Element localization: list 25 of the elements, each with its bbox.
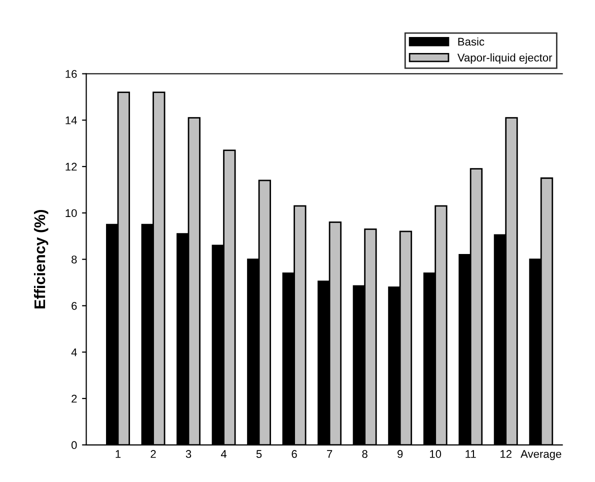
x-tick-label: 4	[220, 450, 227, 458]
x-tick-label: Average	[520, 450, 562, 460]
x-tick-label: 9	[398, 450, 403, 458]
y-tick-label: 0	[72, 441, 77, 450]
x-tick-label: 3	[186, 450, 192, 458]
y-axis-title: Efficiency (%)	[34, 210, 48, 308]
y-tick-label: 12	[66, 162, 77, 171]
x-tick-label: 8	[362, 450, 368, 458]
y-tick-label: 10	[66, 209, 77, 218]
y-tick-label: 14	[66, 116, 77, 124]
x-tick-label: 12	[500, 450, 512, 458]
x-tick-label: 1	[116, 450, 121, 458]
x-tick-label: 6	[292, 450, 297, 458]
y-tick-label: 6	[72, 302, 77, 310]
y-tick-label: 8	[72, 256, 77, 264]
y-tick-label: 16	[66, 70, 77, 78]
legend-label: Basic	[458, 37, 484, 46]
x-tick-label: 11	[466, 450, 476, 458]
x-tick-label: 5	[256, 450, 262, 458]
y-tick-label: 2	[72, 394, 77, 403]
x-tick-label: 2	[150, 450, 156, 458]
x-tick-label: 7	[327, 450, 332, 458]
legend-label: Vapor-liquid ejector	[457, 53, 552, 64]
x-tick-label: 10	[430, 450, 442, 458]
y-tick-label: 4	[71, 348, 77, 356]
